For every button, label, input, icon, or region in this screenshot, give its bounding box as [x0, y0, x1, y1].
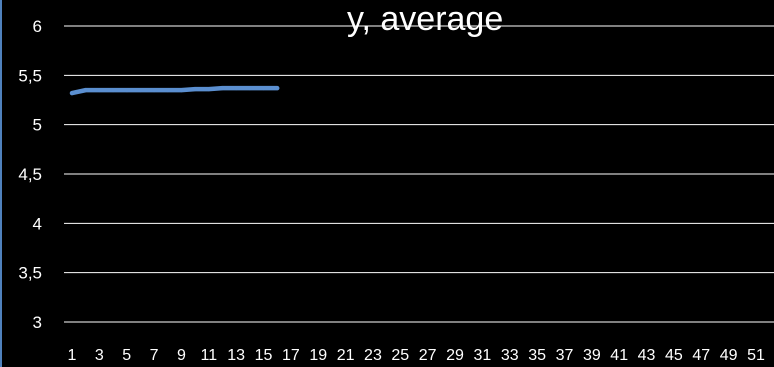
x-tick-label: 19 — [309, 347, 327, 364]
x-tick-label: 7 — [150, 347, 159, 364]
x-axis-tick-labels: 1 3 5 7 9 11 13 15 17 19 21 23 25 27 29 31 33 35 37 39 41 43 4… — [68, 347, 765, 364]
x-tick-label: 49 — [720, 347, 738, 364]
y-tick-label: 4,5 — [18, 165, 42, 184]
x-tick-label: 1 — [68, 347, 77, 364]
data-point — [193, 87, 198, 92]
x-tick-label: 29 — [446, 347, 464, 364]
data-point — [234, 86, 239, 91]
x-tick-label: 3 — [95, 347, 104, 364]
y-tick-label: 5 — [33, 116, 42, 135]
x-tick-label: 41 — [610, 347, 628, 364]
gridlines — [64, 25, 774, 323]
x-tick-label: 39 — [583, 347, 601, 364]
data-point — [97, 88, 102, 93]
series-layer — [69, 85, 280, 96]
x-tick-label: 21 — [337, 347, 355, 364]
x-tick-label: 43 — [638, 347, 656, 364]
data-point — [111, 88, 116, 93]
x-tick-label: 17 — [282, 347, 300, 364]
x-tick-label: 33 — [501, 347, 519, 364]
x-tick-label: 11 — [200, 347, 217, 364]
x-tick-label: 51 — [747, 347, 765, 364]
x-tick-label: 47 — [692, 347, 710, 364]
x-tick-label: 35 — [528, 347, 546, 364]
x-tick-label: 23 — [364, 347, 382, 364]
x-tick-label: 9 — [177, 347, 186, 364]
data-point — [70, 91, 74, 96]
data-point — [179, 88, 184, 93]
x-tick-label: 27 — [419, 347, 437, 364]
data-point — [83, 88, 88, 93]
data-point — [124, 88, 129, 93]
y-axis-tick-labels: 6 5,5 5 4,5 4 3,5 3 — [18, 17, 42, 332]
data-point — [247, 86, 252, 91]
y-tick-label: 3 — [33, 313, 42, 332]
data-point — [152, 88, 157, 93]
y-tick-label: 4 — [33, 214, 42, 233]
data-point — [165, 88, 170, 93]
x-tick-label: 31 — [474, 347, 492, 364]
data-point — [275, 86, 280, 91]
y-tick-label: 6 — [33, 17, 42, 36]
x-tick-label: 45 — [665, 347, 683, 364]
x-tick-label: 5 — [122, 347, 131, 364]
x-tick-label: 13 — [227, 347, 245, 364]
x-tick-label: 15 — [255, 347, 273, 364]
chart-title-fragment: y, average — [347, 0, 503, 38]
data-point — [261, 86, 266, 91]
y-tick-label: 5,5 — [18, 66, 42, 85]
data-point — [220, 86, 225, 91]
data-point — [206, 87, 211, 92]
series-line — [69, 85, 280, 96]
x-tick-label: 37 — [556, 347, 574, 364]
data-point — [138, 88, 143, 93]
y-tick-label: 3,5 — [18, 264, 42, 283]
x-tick-label: 25 — [391, 347, 409, 364]
